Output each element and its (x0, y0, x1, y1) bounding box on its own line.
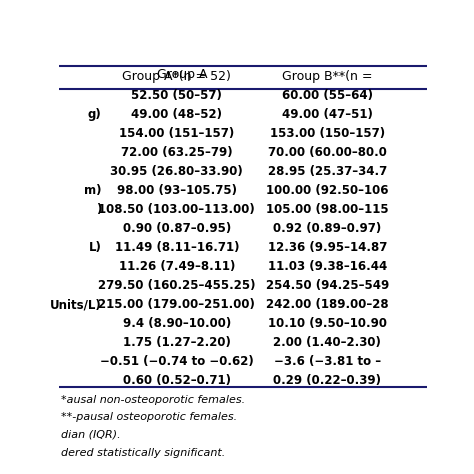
Text: 11.49 (8.11–16.71): 11.49 (8.11–16.71) (115, 241, 239, 254)
Text: 254.50 (94.25–549: 254.50 (94.25–549 (266, 279, 389, 292)
Text: 72.00 (63.25–79): 72.00 (63.25–79) (121, 146, 233, 159)
Text: 242.00 (189.00–28: 242.00 (189.00–28 (266, 298, 389, 311)
Text: g): g) (88, 109, 101, 121)
Text: m): m) (84, 184, 101, 197)
Text: 0.60 (0.52–0.71): 0.60 (0.52–0.71) (123, 374, 231, 387)
Text: 108.50 (103.00–113.00): 108.50 (103.00–113.00) (99, 203, 255, 216)
Text: −0.51 (−0.74 to −0.62): −0.51 (−0.74 to −0.62) (100, 355, 254, 368)
Text: Group A: Group A (156, 68, 207, 81)
Text: 279.50 (160.25–455.25): 279.50 (160.25–455.25) (98, 279, 255, 292)
Text: ): ) (96, 203, 101, 216)
Text: 12.36 (9.95–14.87: 12.36 (9.95–14.87 (268, 241, 387, 254)
Text: 154.00 (151–157): 154.00 (151–157) (119, 128, 235, 140)
Text: 70.00 (60.00–80.0: 70.00 (60.00–80.0 (268, 146, 387, 159)
Text: 11.26 (7.49–8.11): 11.26 (7.49–8.11) (118, 260, 235, 273)
Text: 2.00 (1.40–2.30): 2.00 (1.40–2.30) (273, 336, 382, 349)
Text: L): L) (89, 241, 101, 254)
Text: 215.00 (179.00–251.00): 215.00 (179.00–251.00) (99, 298, 255, 311)
Text: 153.00 (150–157): 153.00 (150–157) (270, 128, 385, 140)
Text: 49.00 (48–52): 49.00 (48–52) (131, 109, 222, 121)
Text: 30.95 (26.80–33.90): 30.95 (26.80–33.90) (110, 165, 243, 178)
Text: Units/L): Units/L) (50, 298, 101, 311)
Text: *ausal non-osteoporotic females.: *ausal non-osteoporotic females. (61, 395, 245, 405)
Text: Group A*(n = 52): Group A*(n = 52) (122, 71, 231, 83)
Text: 105.00 (98.00–115: 105.00 (98.00–115 (266, 203, 389, 216)
Text: 9.4 (8.90–10.00): 9.4 (8.90–10.00) (123, 317, 231, 330)
Text: −3.6 (−3.81 to –: −3.6 (−3.81 to – (274, 355, 381, 368)
Text: 52.50 (50–57): 52.50 (50–57) (131, 90, 222, 102)
Text: 100.00 (92.50–106: 100.00 (92.50–106 (266, 184, 389, 197)
Text: Group B**(n =: Group B**(n = (282, 71, 373, 83)
Text: 0.92 (0.89–0.97): 0.92 (0.89–0.97) (273, 222, 382, 235)
Text: 28.95 (25.37–34.7: 28.95 (25.37–34.7 (268, 165, 387, 178)
Text: **-pausal osteoporotic females.: **-pausal osteoporotic females. (61, 412, 237, 422)
Text: 60.00 (55–64): 60.00 (55–64) (282, 90, 373, 102)
Text: dered statistically significant.: dered statistically significant. (61, 447, 225, 457)
Text: 0.90 (0.87–0.95): 0.90 (0.87–0.95) (123, 222, 231, 235)
Text: 10.10 (9.50–10.90: 10.10 (9.50–10.90 (268, 317, 387, 330)
Text: 1.75 (1.27–2.20): 1.75 (1.27–2.20) (123, 336, 231, 349)
Text: 11.03 (9.38–16.44: 11.03 (9.38–16.44 (268, 260, 387, 273)
Text: 49.00 (47–51): 49.00 (47–51) (282, 109, 373, 121)
Text: 0.29 (0.22–0.39): 0.29 (0.22–0.39) (273, 374, 382, 387)
Text: 98.00 (93–105.75): 98.00 (93–105.75) (117, 184, 237, 197)
Text: dian (IQR).: dian (IQR). (61, 430, 121, 440)
